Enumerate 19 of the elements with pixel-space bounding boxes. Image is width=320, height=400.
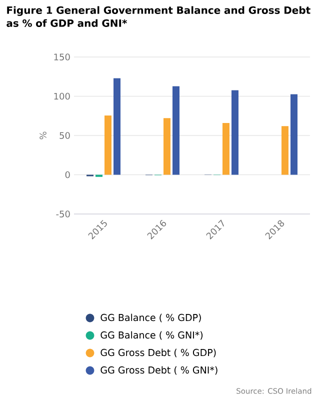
y-axis-title: % bbox=[40, 132, 46, 140]
legend-label: GG Gross Debt ( % GNI*) bbox=[100, 366, 218, 375]
bar bbox=[231, 90, 238, 175]
bar bbox=[104, 115, 112, 175]
y-tick-label: 100 bbox=[54, 92, 70, 100]
y-tick-label: 150 bbox=[54, 54, 70, 60]
bar bbox=[281, 126, 288, 175]
legend-label: GG Gross Debt ( % GDP) bbox=[100, 348, 216, 358]
legend-label: GG Balance ( % GNI*) bbox=[100, 331, 203, 340]
chart-title: Figure 1 General Government Balance and Gross Debt as % of GDP and GNI* bbox=[6, 6, 310, 27]
bar bbox=[222, 122, 230, 175]
y-tick-label: 50 bbox=[60, 132, 70, 139]
bar bbox=[290, 94, 298, 175]
bar bbox=[114, 78, 120, 175]
y-tick-label: 0 bbox=[65, 171, 70, 178]
legend-label: GG Balance ( % GDP) bbox=[100, 314, 201, 322]
bar bbox=[172, 86, 180, 175]
bar bbox=[163, 118, 170, 175]
y-tick-label: -50 bbox=[56, 210, 70, 218]
